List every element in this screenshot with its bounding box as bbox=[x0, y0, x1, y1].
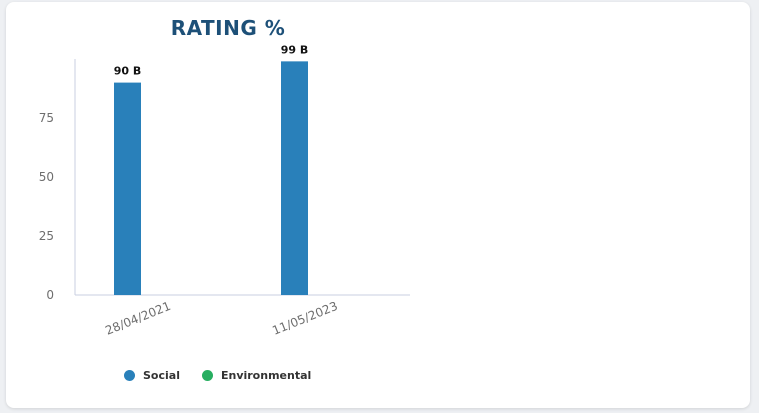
y-tick-label: 75 bbox=[39, 111, 54, 125]
legend-item-environmental[interactable]: Environmental bbox=[201, 369, 312, 382]
legend-swatch-environmental bbox=[201, 370, 213, 381]
chart-card: RATING % 0 25 50 75 90 B 99 B 28/04/2021 11/05/… bbox=[6, 2, 750, 408]
x-tick-label: 28/04/2021 bbox=[103, 299, 172, 338]
y-tick-label: 0 bbox=[46, 288, 54, 302]
legend-label-social: Social bbox=[143, 369, 180, 382]
bar-data-label: 99 B bbox=[281, 43, 309, 56]
legend-swatch-social bbox=[124, 370, 135, 381]
bar-social bbox=[281, 61, 308, 295]
y-tick-label: 50 bbox=[39, 170, 54, 184]
bar-data-label: 90 B bbox=[114, 65, 142, 78]
y-tick-label: 25 bbox=[39, 229, 54, 243]
chart-legend: Social Environmental bbox=[124, 369, 311, 382]
x-tick-label: 11/05/2023 bbox=[270, 299, 339, 338]
chart-title: RATING % bbox=[170, 16, 286, 40]
bar-chart: 0 25 50 75 90 B 99 B 28/04/2021 11/05/2023 bbox=[39, 43, 410, 338]
legend-item-social[interactable]: Social bbox=[124, 369, 180, 382]
bar-social bbox=[114, 82, 141, 295]
legend-label-environmental: Environmental bbox=[220, 369, 312, 382]
